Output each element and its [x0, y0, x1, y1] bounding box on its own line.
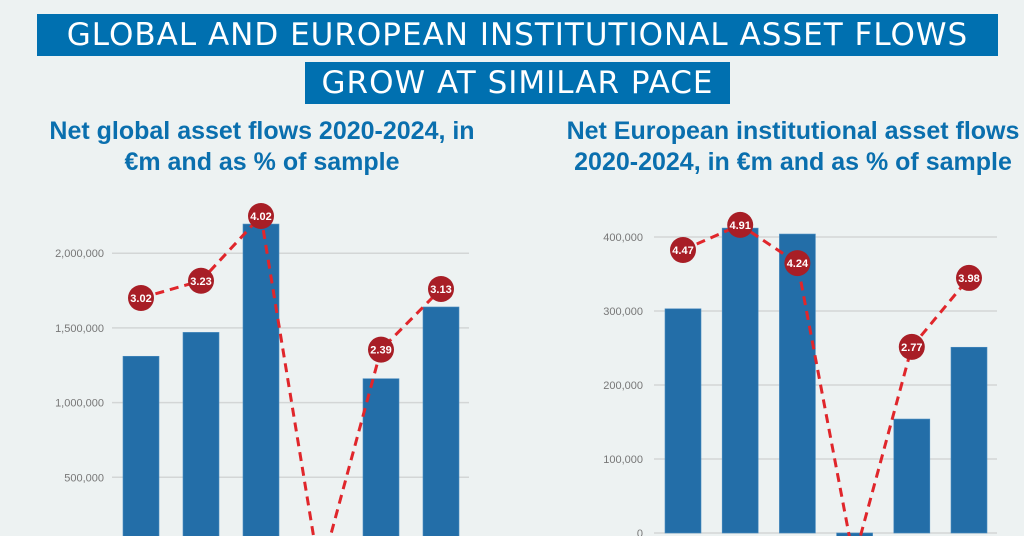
percent-marker	[670, 237, 696, 263]
bar	[664, 308, 702, 534]
title-line-1: GLOBAL AND EUROPEAN INSTITUTIONAL ASSET …	[37, 14, 998, 56]
y-tick-label: 1,000,000	[55, 398, 104, 410]
left-chart-title-line-2: €m and as % of sample	[124, 148, 400, 176]
percent-marker	[128, 285, 154, 311]
percent-marker	[248, 203, 274, 229]
percent-label: 4.47	[672, 245, 693, 257]
y-tick-label: 500,000	[64, 472, 104, 484]
y-tick-label: 2,000,000	[55, 248, 104, 260]
bar	[242, 223, 280, 536]
percent-label: 3.23	[190, 276, 211, 288]
left-chart-title-line-1: Net global asset flows 2020-2024, in	[49, 117, 475, 145]
right-chart: 0 100,000 200,000 300,000 400,000 4.47 4.91 4.2…	[603, 211, 997, 536]
percent-label: 4.02	[250, 211, 271, 223]
y-tick-label: 1,500,000	[55, 323, 104, 335]
percent-marker	[188, 267, 214, 294]
bar	[893, 418, 931, 534]
y-tick-label: 200,000	[603, 380, 643, 392]
bar	[122, 355, 160, 536]
bar	[836, 532, 873, 536]
percent-marker	[428, 275, 454, 302]
bar	[422, 306, 460, 536]
right-chart-title: Net European institutional asset flows 2…	[553, 116, 1024, 178]
percent-label: 2.77	[901, 342, 922, 354]
bar	[721, 227, 759, 534]
percent-label: 3.02	[130, 293, 151, 305]
percent-label: 4.24	[787, 258, 809, 270]
y-tick-label: 0	[637, 528, 643, 536]
left-chart-title: Net global asset flows 2020-2024, in €m …	[0, 116, 524, 178]
right-chart-title-line-1: Net European institutional asset flows	[566, 117, 1020, 145]
percent-marker	[784, 250, 811, 277]
bar	[362, 378, 400, 536]
title-line-2: GROW AT SIMILAR PACE	[305, 62, 730, 104]
right-chart-title-line-2: 2020-2024, in €m and as % of sample	[574, 148, 1012, 176]
bar	[182, 332, 220, 536]
bar	[950, 346, 988, 534]
percent-label: 3.13	[430, 284, 451, 296]
percent-marker	[368, 336, 394, 363]
left-chart: 500,000 1,000,000 1,500,000 2,000,000 3.02 3.…	[55, 203, 469, 536]
percent-label: 4.91	[729, 220, 750, 232]
y-tick-label: 100,000	[603, 454, 643, 466]
percent-label: 2.39	[370, 345, 391, 357]
percent-marker	[898, 333, 925, 360]
percent-marker	[956, 264, 982, 291]
percent-marker	[727, 211, 754, 238]
percent-label: 3.98	[958, 273, 979, 285]
y-tick-label: 400,000	[603, 232, 643, 244]
bar	[779, 233, 816, 534]
y-tick-label: 300,000	[603, 306, 643, 318]
